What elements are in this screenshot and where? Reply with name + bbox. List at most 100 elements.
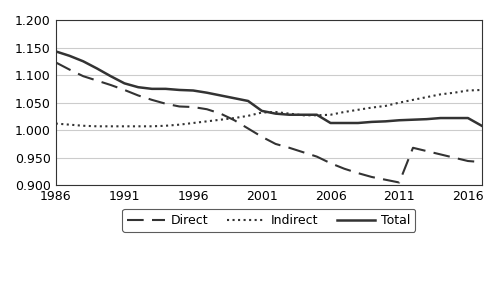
Direct bbox=[122, 88, 128, 92]
Total bbox=[342, 121, 347, 125]
Direct bbox=[478, 160, 484, 164]
Direct bbox=[424, 149, 430, 153]
Indirect bbox=[478, 88, 484, 92]
Direct bbox=[342, 167, 347, 170]
Total bbox=[259, 109, 265, 113]
Indirect bbox=[286, 112, 292, 115]
Indirect bbox=[272, 110, 278, 114]
Total bbox=[94, 67, 100, 70]
Indirect bbox=[410, 98, 416, 102]
Direct bbox=[190, 105, 196, 109]
Direct bbox=[176, 105, 182, 108]
Indirect bbox=[465, 89, 471, 92]
Direct bbox=[382, 178, 388, 181]
Direct bbox=[162, 102, 168, 105]
Total bbox=[272, 112, 278, 115]
Indirect bbox=[80, 124, 86, 128]
Direct bbox=[259, 135, 265, 139]
Direct bbox=[355, 171, 361, 175]
Indirect bbox=[245, 114, 251, 118]
Direct bbox=[396, 181, 402, 184]
Direct bbox=[314, 155, 320, 158]
Indirect bbox=[108, 125, 114, 128]
Total bbox=[232, 96, 237, 100]
Legend: Direct, Indirect, Total: Direct, Indirect, Total bbox=[122, 209, 416, 232]
Indirect bbox=[135, 125, 141, 128]
Indirect bbox=[355, 108, 361, 111]
Direct bbox=[286, 146, 292, 149]
Indirect bbox=[94, 125, 100, 128]
Total bbox=[162, 87, 168, 91]
Indirect bbox=[232, 116, 237, 120]
Total bbox=[190, 89, 196, 92]
Direct bbox=[108, 83, 114, 87]
Indirect bbox=[369, 106, 375, 109]
Total bbox=[52, 50, 59, 53]
Total bbox=[369, 120, 375, 124]
Total bbox=[438, 116, 444, 120]
Total bbox=[204, 91, 210, 94]
Indirect bbox=[396, 101, 402, 104]
Total bbox=[286, 113, 292, 116]
Indirect bbox=[122, 125, 128, 128]
Indirect bbox=[328, 113, 334, 116]
Total bbox=[465, 116, 471, 120]
Direct bbox=[245, 127, 251, 130]
Total bbox=[451, 116, 457, 120]
Total bbox=[66, 54, 72, 58]
Indirect bbox=[314, 113, 320, 117]
Line: Total: Total bbox=[56, 51, 482, 126]
Direct bbox=[204, 107, 210, 111]
Indirect bbox=[218, 118, 224, 122]
Indirect bbox=[424, 95, 430, 99]
Direct bbox=[232, 119, 237, 122]
Direct bbox=[272, 142, 278, 146]
Direct bbox=[451, 156, 457, 160]
Total bbox=[355, 121, 361, 125]
Total bbox=[108, 75, 114, 78]
Indirect bbox=[204, 120, 210, 123]
Line: Indirect: Indirect bbox=[56, 90, 482, 126]
Total bbox=[135, 86, 141, 89]
Direct bbox=[218, 112, 224, 115]
Direct bbox=[438, 153, 444, 156]
Direct bbox=[465, 159, 471, 163]
Direct bbox=[135, 94, 141, 97]
Total bbox=[424, 118, 430, 121]
Direct bbox=[410, 146, 416, 149]
Total bbox=[80, 60, 86, 63]
Indirect bbox=[66, 123, 72, 126]
Indirect bbox=[300, 113, 306, 117]
Indirect bbox=[162, 124, 168, 128]
Direct bbox=[300, 150, 306, 154]
Indirect bbox=[259, 111, 265, 114]
Direct bbox=[149, 98, 155, 102]
Indirect bbox=[451, 91, 457, 94]
Total bbox=[328, 121, 334, 125]
Indirect bbox=[149, 125, 155, 128]
Direct bbox=[66, 68, 72, 71]
Direct bbox=[80, 75, 86, 78]
Total bbox=[218, 94, 224, 97]
Line: Direct: Direct bbox=[56, 62, 482, 183]
Total bbox=[300, 113, 306, 116]
Direct bbox=[328, 162, 334, 165]
Total bbox=[122, 82, 128, 85]
Indirect bbox=[342, 110, 347, 114]
Total bbox=[314, 113, 320, 116]
Total bbox=[245, 99, 251, 103]
Total bbox=[396, 119, 402, 122]
Direct bbox=[369, 175, 375, 179]
Direct bbox=[52, 61, 59, 64]
Total bbox=[149, 87, 155, 91]
Total bbox=[176, 88, 182, 92]
Total bbox=[382, 120, 388, 123]
Direct bbox=[94, 79, 100, 82]
Indirect bbox=[190, 121, 196, 125]
Indirect bbox=[438, 93, 444, 96]
Indirect bbox=[176, 123, 182, 126]
Indirect bbox=[52, 122, 59, 125]
Total bbox=[478, 124, 484, 128]
Total bbox=[410, 118, 416, 122]
Indirect bbox=[382, 104, 388, 108]
